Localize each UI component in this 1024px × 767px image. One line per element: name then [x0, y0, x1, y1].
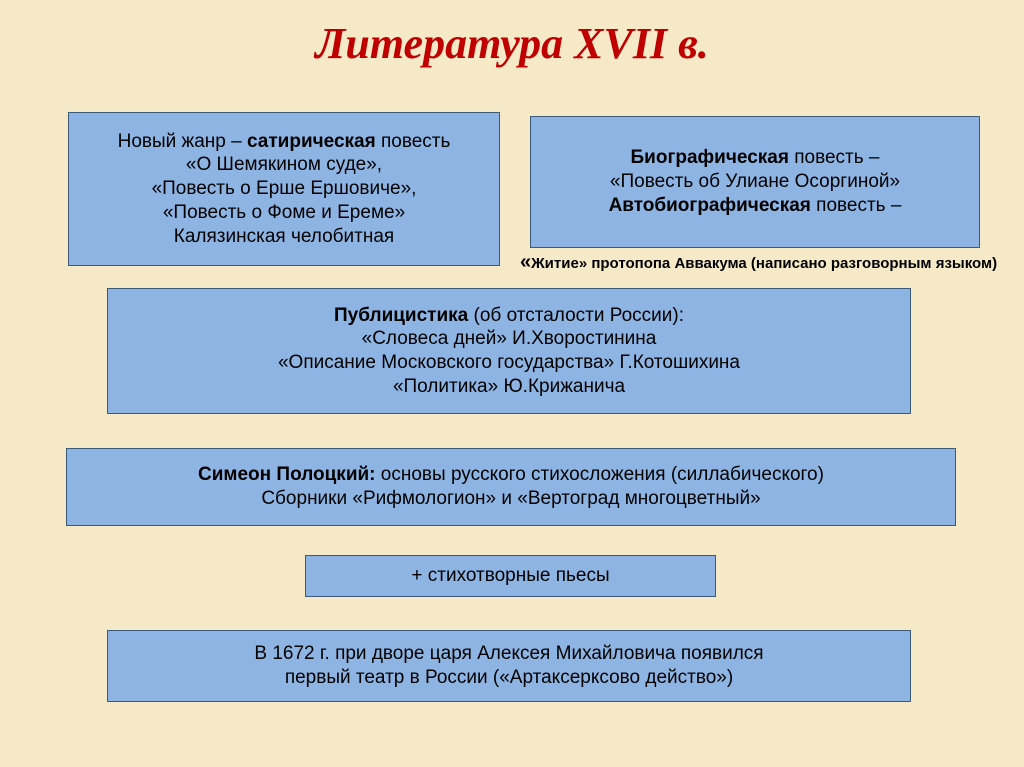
- text-fragment: Публицистика: [334, 305, 468, 326]
- text-fragment: (об отсталости России):: [468, 305, 684, 326]
- text-fragment: первый театр в России («Артаксерксово де…: [285, 667, 733, 688]
- text-fragment: сатирическая: [247, 131, 376, 152]
- text-fragment: основы русского стихосложения (силлабиче…: [376, 464, 824, 485]
- text-fragment: Симеон Полоцкий:: [198, 464, 375, 485]
- text-fragment: Сборники «Рифмологион» и «Вертоград мног…: [261, 488, 760, 509]
- text-fragment: «Повесть о Ерше Ершовиче»,: [152, 178, 417, 199]
- info-box-box6: В 1672 г. при дворе царя Алексея Михайло…: [107, 630, 911, 702]
- text-fragment: повесть –: [789, 147, 880, 168]
- text-fragment: «Описание Московского государства» Г.Кот…: [278, 352, 740, 373]
- info-box-box5: + стихотворные пьесы: [305, 555, 716, 597]
- text-fragment: + стихотворные пьесы: [411, 565, 609, 586]
- footnote-prefix: «: [520, 251, 531, 273]
- box-line: Сборники «Рифмологион» и «Вертоград мног…: [67, 487, 955, 511]
- text-fragment: В 1672 г. при дворе царя Алексея Михайло…: [254, 643, 763, 664]
- text-fragment: Автобиографическая: [609, 195, 811, 216]
- box-line: Симеон Полоцкий: основы русского стихосл…: [67, 463, 955, 487]
- info-box-box1: Новый жанр – сатирическая повесть«О Шемя…: [68, 112, 500, 266]
- text-fragment: «Политика» Ю.Крижанича: [393, 376, 625, 397]
- box-line: первый театр в России («Артаксерксово де…: [108, 666, 910, 690]
- box-line: «Описание Московского государства» Г.Кот…: [108, 351, 910, 375]
- page-title: Литература XVII в.: [0, 0, 1024, 79]
- box-line: «Повесть об Улиане Осоргиной»: [531, 170, 979, 194]
- box-line: «О Шемякином суде»,: [69, 153, 499, 177]
- box-line: «Словеса дней» И.Хворостинина: [108, 327, 910, 351]
- info-box-box2: Биографическая повесть –«Повесть об Улиа…: [530, 116, 980, 248]
- box-line: Автобиографическая повесть –: [531, 194, 979, 218]
- box-line: Публицистика (об отсталости России):: [108, 304, 910, 328]
- text-fragment: Калязинская челобитная: [174, 226, 394, 247]
- text-fragment: повесть: [376, 131, 451, 152]
- box-line: В 1672 г. при дворе царя Алексея Михайло…: [108, 642, 910, 666]
- box-line: «Политика» Ю.Крижанича: [108, 375, 910, 399]
- text-fragment: Биографическая: [631, 147, 789, 168]
- footnote-avvakum: «Житие» протопопа Аввакума (написано раз…: [520, 251, 997, 274]
- box-line: Биографическая повесть –: [531, 146, 979, 170]
- footnote-text: Житие» протопопа Аввакума (написано разг…: [531, 255, 997, 272]
- box-line: + стихотворные пьесы: [306, 564, 715, 588]
- text-fragment: «Повесть об Улиане Осоргиной»: [610, 171, 900, 192]
- text-fragment: Новый жанр –: [118, 131, 247, 152]
- text-fragment: повесть –: [811, 195, 902, 216]
- text-fragment: «Повесть о Фоме и Ереме»: [163, 202, 405, 223]
- info-box-box3: Публицистика (об отсталости России):«Сло…: [107, 288, 911, 414]
- text-fragment: «Словеса дней» И.Хворостинина: [362, 328, 657, 349]
- box-line: «Повесть о Фоме и Ереме»: [69, 201, 499, 225]
- box-line: «Повесть о Ерше Ершовиче»,: [69, 177, 499, 201]
- box-line: Новый жанр – сатирическая повесть: [69, 130, 499, 154]
- text-fragment: «О Шемякином суде»,: [186, 154, 382, 175]
- info-box-box4: Симеон Полоцкий: основы русского стихосл…: [66, 448, 956, 526]
- box-line: Калязинская челобитная: [69, 225, 499, 249]
